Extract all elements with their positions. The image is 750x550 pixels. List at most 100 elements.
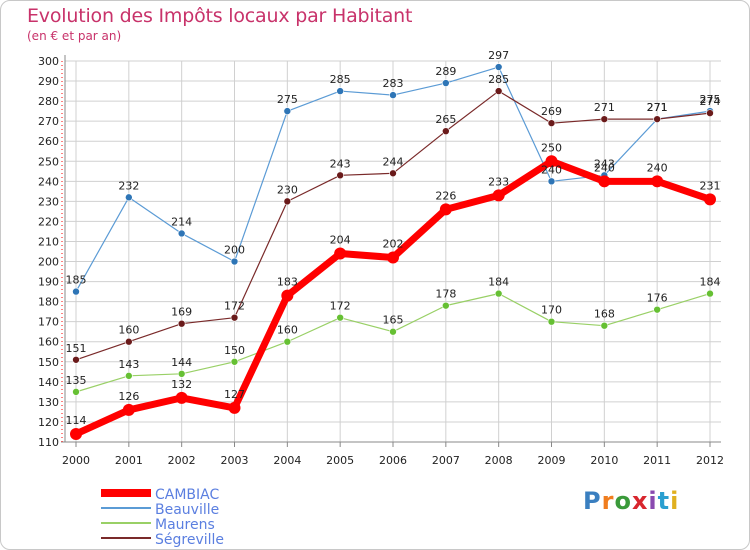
data-label-cambiac: 231 — [700, 179, 721, 192]
x-tick-label: 2012 — [696, 454, 724, 467]
data-point-maurens — [442, 301, 450, 310]
data-point-cambiac — [598, 175, 611, 188]
data-label-beauville: 271 — [647, 101, 668, 114]
data-point-cambiac — [175, 391, 188, 404]
y-tick-label: 270 — [38, 115, 59, 128]
y-tick-label: 160 — [38, 336, 59, 349]
data-label-segreville: 285 — [488, 73, 509, 86]
data-point-maurens — [72, 388, 80, 396]
data-point-beauville — [72, 287, 80, 296]
data-label-segreville: 271 — [594, 101, 615, 114]
y-tick-label: 240 — [38, 175, 59, 188]
data-label-segreville: 169 — [171, 306, 192, 319]
data-label-segreville: 244 — [383, 155, 404, 168]
data-label-cambiac: 240 — [647, 161, 668, 174]
data-label-beauville: 275 — [277, 93, 298, 106]
data-label-segreville: 151 — [66, 342, 87, 355]
data-label-cambiac: 183 — [277, 276, 298, 289]
data-point-segreville — [336, 171, 344, 180]
data-point-maurens — [389, 327, 397, 336]
data-point-segreville — [230, 313, 239, 322]
data-point-segreville — [72, 355, 80, 364]
legend-label-beauville: Beauville — [155, 502, 219, 518]
data-label-maurens: 135 — [66, 374, 87, 387]
data-label-maurens: 150 — [224, 344, 245, 357]
data-point-beauville — [125, 193, 133, 202]
data-point-segreville — [653, 115, 661, 123]
y-tick-label: 260 — [38, 135, 59, 148]
logo-letter: r — [601, 487, 615, 515]
data-label-cambiac: 126 — [118, 390, 139, 403]
y-tick-label: 130 — [38, 396, 59, 409]
x-tick-label: 2001 — [115, 454, 143, 467]
data-label-cambiac: 240 — [594, 161, 615, 174]
data-point-beauville — [336, 87, 344, 95]
data-label-beauville: 232 — [118, 179, 139, 192]
data-label-beauville: 214 — [171, 215, 192, 228]
data-point-cambiac — [387, 251, 399, 264]
data-point-beauville — [442, 79, 450, 87]
x-tick-label: 2002 — [168, 454, 196, 467]
y-tick-label: 210 — [38, 235, 59, 248]
logo-letter: P — [583, 487, 602, 515]
x-tick-label: 2010 — [590, 454, 618, 467]
data-label-cambiac: 132 — [171, 378, 192, 391]
x-tick-label: 2000 — [62, 454, 90, 467]
data-label-maurens: 172 — [330, 300, 351, 313]
data-point-beauville — [177, 229, 186, 238]
logo-letter: o — [614, 487, 632, 515]
x-tick-label: 2011 — [643, 454, 671, 467]
data-label-segreville: 274 — [700, 95, 721, 108]
data-label-maurens: 178 — [435, 288, 456, 301]
data-point-maurens — [600, 321, 609, 330]
data-point-segreville — [547, 119, 556, 127]
data-point-beauville — [230, 257, 239, 266]
logo-letter: t — [657, 487, 671, 515]
y-tick-label: 220 — [38, 215, 59, 228]
data-label-segreville: 172 — [224, 300, 245, 313]
data-label-segreville: 230 — [277, 183, 298, 196]
data-point-beauville — [389, 91, 397, 99]
x-tick-label: 2006 — [379, 454, 407, 467]
data-point-segreville — [706, 109, 714, 117]
data-label-maurens: 170 — [541, 304, 562, 317]
y-tick-label: 150 — [38, 356, 59, 369]
y-tick-label: 190 — [38, 276, 59, 289]
x-tick-label: 2009 — [538, 454, 566, 467]
data-label-maurens: 176 — [647, 292, 668, 305]
y-tick-label: 290 — [38, 75, 59, 88]
data-label-segreville: 160 — [118, 324, 139, 337]
series-markers — [70, 63, 716, 440]
data-label-beauville: 297 — [488, 49, 509, 62]
data-point-cambiac — [281, 289, 294, 302]
data-label-beauville: 289 — [435, 65, 456, 78]
data-point-maurens — [706, 289, 714, 298]
data-label-beauville: 240 — [541, 163, 562, 176]
chart-title: Evolution des Impôts locaux par Habitant — [27, 5, 413, 27]
data-point-cambiac — [228, 401, 241, 414]
data-point-maurens — [336, 313, 344, 322]
data-label-maurens: 144 — [171, 356, 192, 369]
data-point-cambiac — [704, 193, 716, 206]
grid-lines — [65, 60, 721, 443]
data-point-maurens — [230, 357, 239, 366]
data-point-segreville — [442, 127, 450, 135]
y-tick-label: 230 — [38, 195, 59, 208]
data-label-maurens: 184 — [488, 276, 509, 289]
data-label-beauville: 285 — [330, 73, 351, 86]
data-point-segreville — [125, 337, 133, 346]
data-label-segreville: 269 — [541, 105, 562, 118]
data-point-cambiac — [545, 155, 558, 168]
data-point-cambiac — [334, 247, 347, 260]
y-tick-label: 280 — [38, 95, 59, 108]
y-tick-label: 120 — [38, 416, 59, 429]
chart-subtitle: (en € et par an) — [27, 29, 122, 43]
data-point-maurens — [283, 337, 292, 346]
data-point-maurens — [547, 317, 556, 326]
data-point-cambiac — [651, 175, 664, 188]
data-point-beauville — [283, 107, 292, 115]
data-point-maurens — [177, 370, 186, 378]
x-tick-label: 2005 — [326, 454, 354, 467]
data-point-segreville — [494, 87, 503, 95]
